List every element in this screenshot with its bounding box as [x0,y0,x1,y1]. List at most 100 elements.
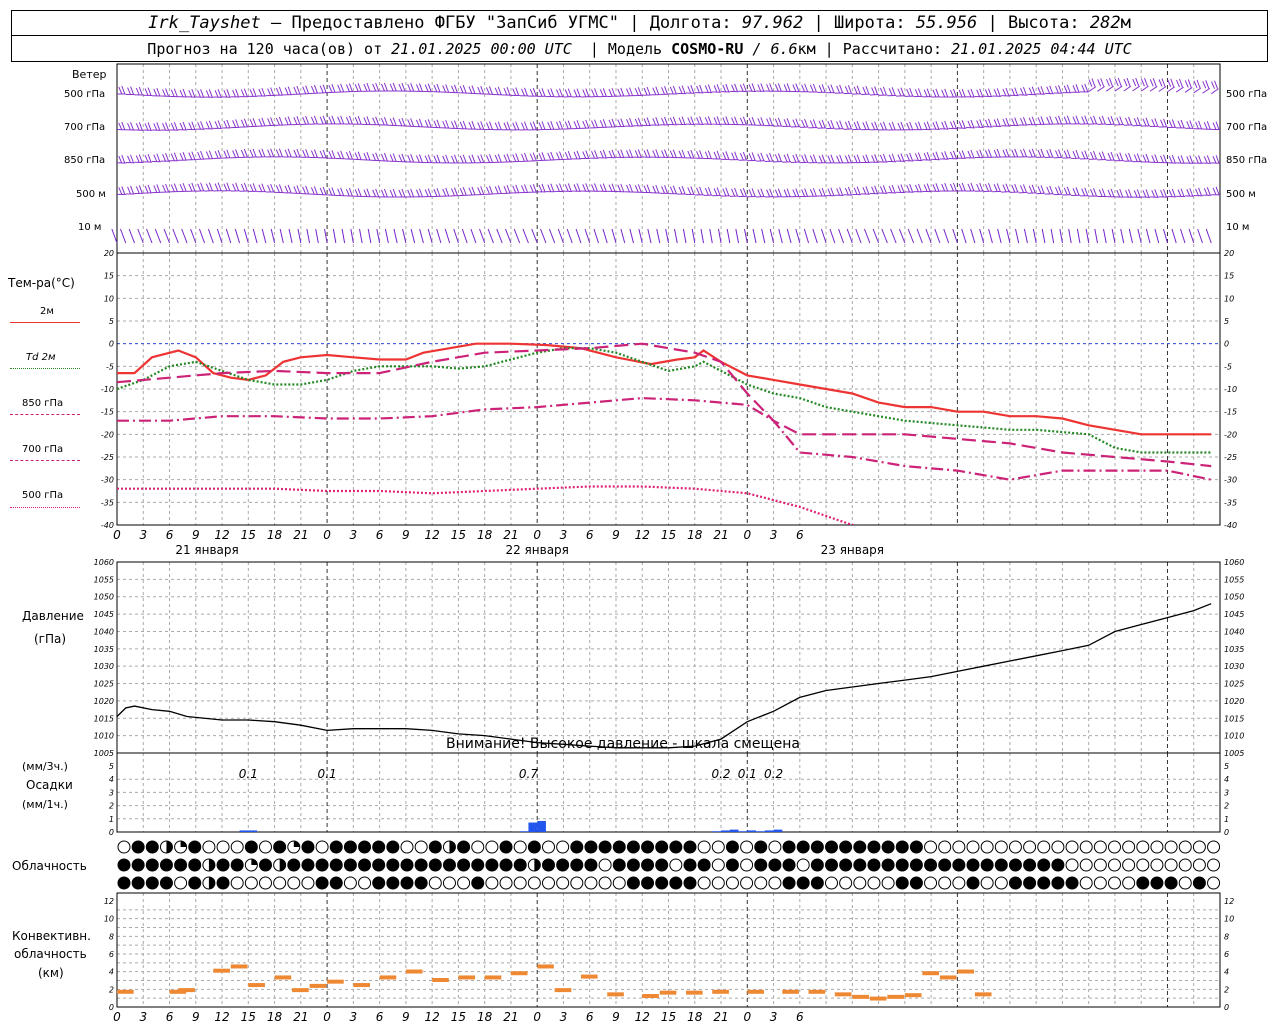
wind-barb-feather [681,149,686,159]
wind-barb-feather [433,120,438,128]
wind-barb-feather [252,88,257,97]
wind-barb-feather [1037,87,1042,95]
wind-barb-feather [1163,154,1167,163]
wind-barb-feather [608,88,613,97]
wind-barb-feather [372,83,377,92]
wind-barb-feather [1055,187,1059,195]
conv-cloud-bar [782,989,799,994]
wind-barb-feather [270,183,275,193]
wind-barb-feather [1215,121,1220,130]
wind-barb-feather [529,88,534,97]
cloud-symbol [825,840,838,854]
conv-x-tick-label: 12 [635,1010,650,1024]
legend-td-label: Td 2м [26,352,56,363]
wind-barb-feather [906,88,911,97]
wind-barb-feather [707,186,712,196]
conv-tick-label-right: 8 [1224,932,1229,941]
wind-barb-feather [375,152,380,161]
wind-barb-feather [138,185,143,194]
wind-barb-feather [716,187,721,196]
wind-barb-feather [427,83,432,92]
wind-barb-feather [1101,188,1106,197]
wind-barb [1111,228,1116,244]
wind-barb-feather [243,182,248,192]
wind-barb-feather [1206,187,1211,196]
wind-barb-feather [599,184,604,192]
pressure-tick-label: 1020 [94,697,114,706]
wind-barb-feather [786,188,791,197]
wind-barb-feather [442,155,447,164]
cloud-symbol [1023,840,1037,854]
wind-barb-feather [634,88,639,96]
wind-barb-feather [179,152,184,161]
temp-700hpa-line [117,396,1212,481]
cloud-symbol [259,876,272,890]
cloud-symbol [952,858,966,872]
wind-barb-feather [287,184,292,194]
wind-barb-feather [1022,184,1027,193]
wind-barb-feather [191,89,196,98]
wind-barb-feather [906,122,911,131]
wind-barb-feather [243,88,248,97]
wind-barb-feather [1136,117,1141,126]
wind-barb-feather [626,184,630,193]
wind-barb-feather [611,183,616,192]
wind-barb-feather [900,87,905,96]
pressure-tick-label: 1005 [94,749,114,758]
wind-barb-feather [1133,118,1138,126]
day-label: 23 января [821,543,884,557]
wind-barb [829,228,836,244]
wind-barb-feather [602,88,607,97]
temp-x-tick-label: 12 [635,528,650,542]
wind-barb-feather [687,86,692,94]
wind-barb-feather [932,184,937,192]
wind-barb-feather [891,87,896,96]
wind-barb [252,228,258,244]
wind-barb-feather [270,87,275,96]
wind-barb-feather [524,87,528,97]
altitude-unit: м [1120,13,1131,33]
wind-barb-feather [634,150,639,158]
wind-barb-feather [839,120,844,129]
wind-barb [1128,228,1133,244]
wind-barb-feather [879,186,884,194]
wind-barb-feather [223,150,228,158]
wind-barb-feather [1063,150,1068,158]
wind-barb-feather [812,83,817,93]
wind-barb-feather [275,149,280,157]
wind-barb-feather [865,186,870,195]
altitude-value: 282 [1089,13,1121,33]
conv-cloud-bar [327,979,344,984]
wind-barb [656,228,661,244]
wind-barb-feather [1081,151,1086,159]
wind-barb-feather [503,87,508,96]
wind-barb-feather [1176,79,1180,88]
cloud-symbol [1037,858,1051,872]
wind-barb-feather [786,118,791,127]
wind-barb-feather [380,153,385,162]
wind-barb-feather [1198,120,1203,130]
wind-barb-feather [521,153,525,162]
wind-barb-feather [917,152,922,161]
wind-barb-feather [757,189,762,197]
wind-barb-feather [722,152,727,160]
wind-barb [207,228,214,244]
wind-barb-feather [582,151,587,159]
wind-barb-feather [1198,187,1203,196]
wind-barb-feather [1136,189,1141,198]
wind-barb-feather [328,151,333,159]
wind-barb-feather [967,120,972,129]
wind-barb-feather [366,82,371,92]
wind-barb-feather [1168,120,1173,128]
wind-barb-feather [1117,77,1122,87]
wind-barb-feather [144,88,149,96]
wind-barb [838,228,845,244]
wind-barb-feather [585,88,590,97]
conv-unit: (км) [38,966,64,980]
wind-barb [1175,86,1184,93]
wind-barb-feather [769,83,774,92]
cloud-symbol [881,876,895,890]
precip-bar [519,831,529,832]
cloud-symbol [1178,876,1192,890]
wind-barb-feather [328,188,333,196]
